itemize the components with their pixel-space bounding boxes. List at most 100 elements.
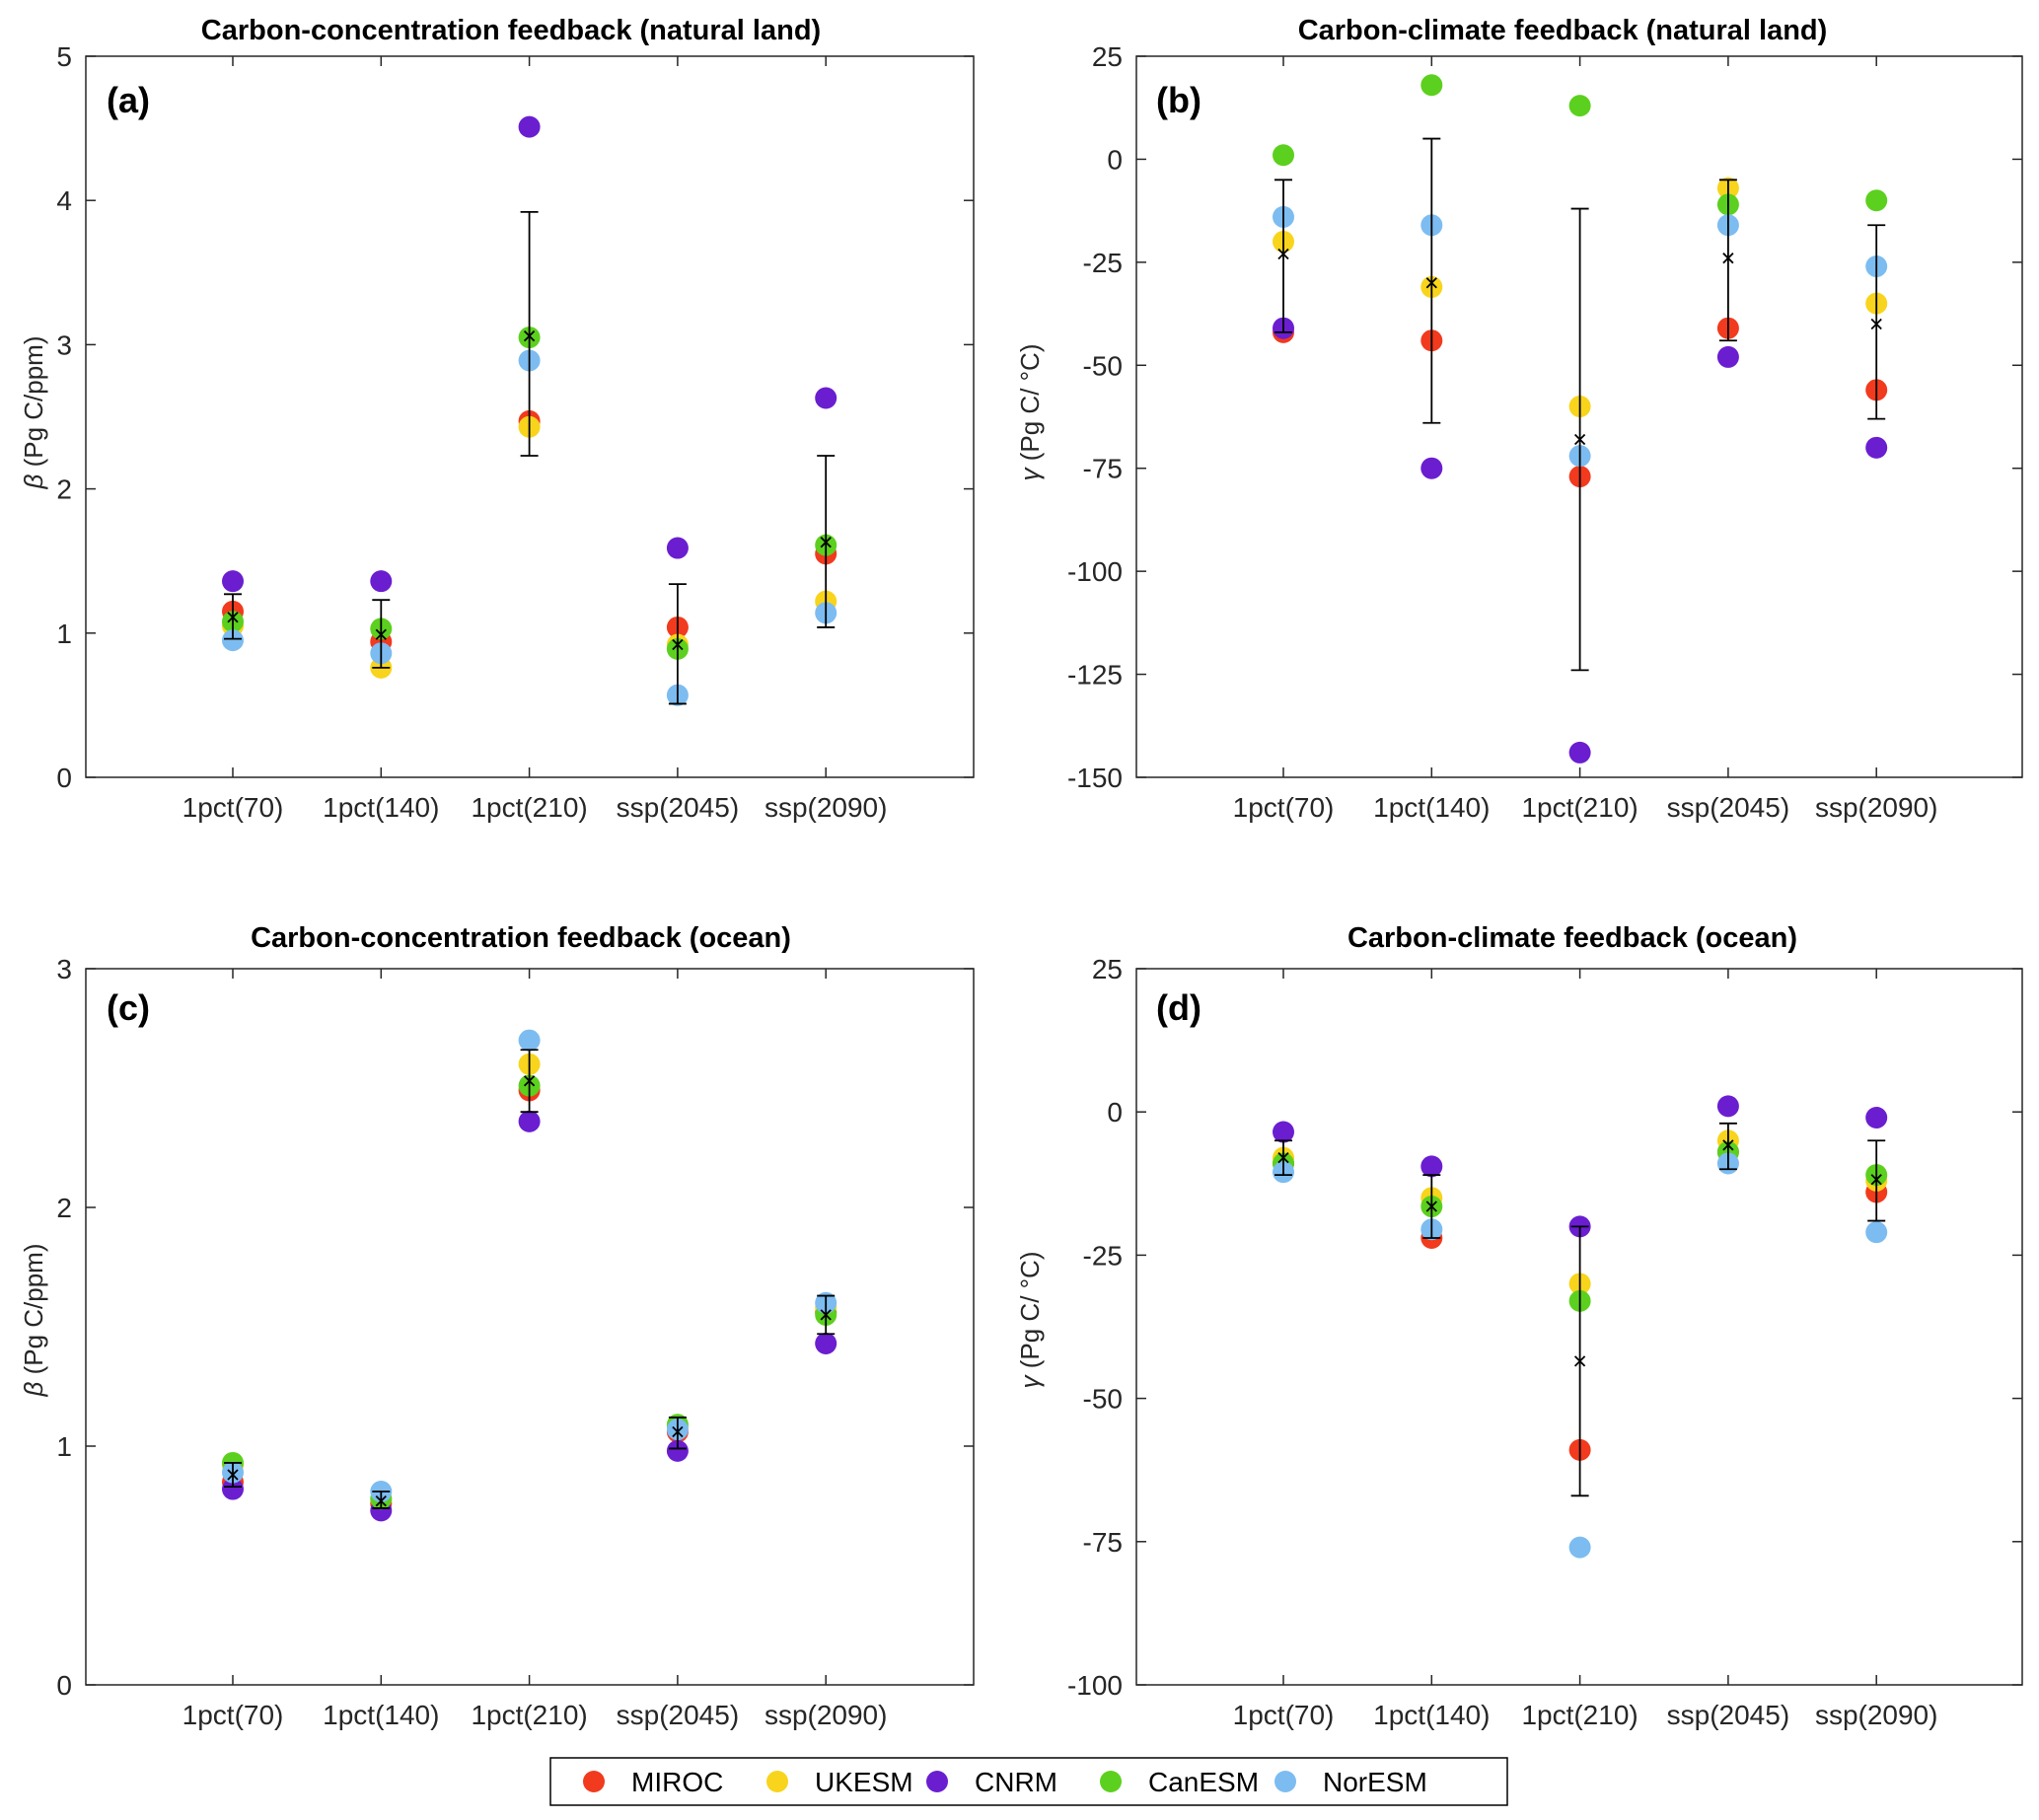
mean-marker [227,1469,239,1481]
y-tick-label: 1 [56,619,72,649]
data-point-canesm [1273,144,1294,167]
y-axis-units: (Pg C/ °C) [1015,1252,1045,1376]
y-tick-label: -25 [1083,248,1123,278]
mean-marker [672,638,684,651]
mean-marker [1870,318,1882,330]
y-tick-label: -100 [1067,1670,1123,1701]
data-point-noresm [518,1029,541,1052]
data-point-canesm [1420,74,1443,97]
panel-b: Carbon-climate feedback (natural land) (… [1015,15,2023,823]
y-tick-label: 0 [1107,1097,1123,1128]
y-tick-label: -50 [1083,350,1123,381]
legend-label-miroc: MIROC [631,1767,723,1797]
y-axis-symbol: γ [1015,466,1045,480]
mean-marker [1870,1174,1882,1186]
x-tick-label: 1pct(140) [1373,792,1490,823]
y-tick-label: -25 [1083,1240,1123,1271]
panel-c: Carbon-concentration feedback (ocean) (c… [19,922,975,1730]
mean-marker [1722,253,1734,264]
x-tick-label: 1pct(140) [323,1700,439,1730]
data-point-cnrm [1568,741,1591,764]
y-tick-label: 25 [1092,954,1123,984]
data-marks [1273,74,1888,764]
data-point-cnrm [1420,457,1443,479]
data-point-cnrm [666,537,689,559]
y-tick-label: 2 [56,1193,72,1223]
y-tick-label: 3 [56,954,72,984]
y-tick-label: -75 [1083,454,1123,484]
panel-a: Carbon-concentration feedback (natural l… [19,15,975,823]
x-tick-label: 1pct(140) [1373,1700,1490,1730]
x-tick-label: 1pct(70) [182,1700,284,1730]
y-axis-symbol: β [19,1382,48,1398]
y-tick-label: 4 [56,185,72,216]
y-axis-label: β (Pg C/ppm) [19,335,48,489]
x-tick-label: 1pct(70) [1233,792,1335,823]
mean-marker [672,1425,684,1438]
mean-marker [820,1309,832,1321]
data-point-cnrm [1716,345,1739,368]
data-point-cnrm [222,1478,244,1500]
y-axis-units: (Pg C/ °C) [1015,344,1045,469]
mean-marker [375,628,387,640]
data-point-noresm [222,629,244,652]
mean-marker [375,1495,387,1507]
y-tick-label: 0 [56,763,72,793]
data-point-cnrm [1865,1107,1888,1129]
x-tick-label: ssp(2090) [1815,792,1938,823]
x-tick-label: 1pct(140) [323,792,439,823]
data-point-cnrm [222,570,244,593]
data-point-noresm [1865,1221,1888,1244]
y-axis-units: (Pg C/ppm) [19,335,48,473]
mean-marker [227,612,239,623]
panel-d: Carbon-climate feedback (ocean) (d) γ (P… [1015,922,2023,1730]
data-point-cnrm [370,570,393,593]
data-point-cnrm [666,1439,689,1462]
legend-label-noresm: NorESM [1323,1767,1427,1797]
legend-entries: MIROC UKESM CNRM CanESM NorESM [583,1767,1427,1797]
x-tick-label: 1pct(210) [471,1700,587,1730]
x-tick-label: ssp(2045) [1667,792,1790,823]
y-axis-label: γ (Pg C/ °C) [1015,1252,1045,1389]
legend-marker-miroc [583,1771,605,1792]
panel-title: Carbon-climate feedback (ocean) [1347,922,1797,954]
legend-box [549,1757,1508,1806]
panel-label: (d) [1156,987,1202,1028]
mean-marker [1277,1152,1289,1164]
x-tick-label: ssp(2045) [617,792,740,823]
x-tick-label: ssp(2090) [765,792,888,823]
x-tick-label: 1pct(70) [182,792,284,823]
mean-marker [523,1075,536,1087]
data-point-canesm [1865,189,1888,212]
data-point-cnrm [518,1110,541,1132]
x-tick-label: ssp(2090) [765,1700,888,1730]
mean-marker [1573,1355,1586,1367]
data-point-cnrm [518,115,541,138]
x-tick-label: ssp(2090) [1815,1700,1938,1730]
legend-marker-ukesm [766,1771,788,1792]
x-tick-label: 1pct(210) [471,792,587,823]
y-tick-label: 2 [56,474,72,505]
legend-label-ukesm: UKESM [815,1767,913,1797]
y-tick-label: -100 [1067,556,1123,587]
data-point-cnrm [1716,1095,1739,1118]
data-point-cnrm [1865,436,1888,459]
x-tick-label: 1pct(210) [1521,792,1638,823]
data-marks [222,115,837,706]
data-point-cnrm [815,387,837,409]
legend: MIROC UKESM CNRM CanESM NorESM [549,1757,1508,1806]
data-marks [222,1029,837,1522]
panel-label: (c) [107,987,150,1028]
panel-label: (b) [1156,80,1202,120]
data-marks [1273,1095,1888,1559]
y-axis-symbol: γ [1015,1373,1045,1388]
axes: -100 -75 -50 -25 0 25 1pct(70) 1pct(140) 1pct(21… [1067,954,2023,1730]
y-tick-label: 0 [56,1670,72,1701]
y-axis-label: β (Pg C/ppm) [19,1243,48,1397]
y-axis-symbol: β [19,474,48,490]
y-axis-label: γ (Pg C/ °C) [1015,344,1045,481]
panel-title: Carbon-climate feedback (natural land) [1298,15,1828,46]
legend-marker-cnrm [926,1771,948,1792]
mean-marker [1425,277,1437,289]
